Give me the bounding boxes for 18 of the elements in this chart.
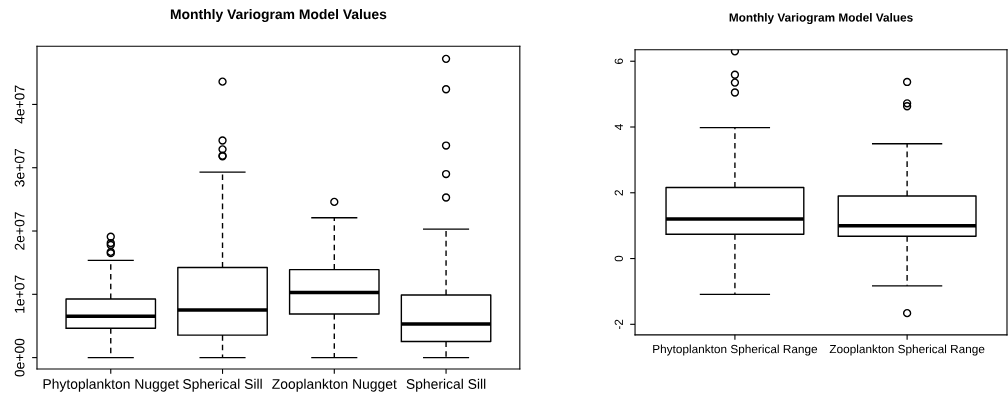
y-tick-label: 0e+00	[14, 338, 25, 377]
y-tick-label: 1e+07	[14, 275, 25, 313]
chart-title: Monthly Variogram Model Values	[729, 13, 913, 25]
y-tick-label: 0	[614, 255, 623, 262]
y-tick-label: 2	[614, 190, 623, 196]
x-tick-label: Phytoplankton Spherical Range	[653, 344, 818, 356]
x-tick-label: Phytoplankton Nugget	[43, 378, 179, 392]
x-tick-label: Spherical Sill	[183, 378, 262, 392]
chart-title: Monthly Variogram Model Values	[170, 8, 387, 22]
y-tick-label: 2e+07	[14, 212, 25, 250]
y-tick-label: -2	[614, 319, 623, 330]
x-tick-label: Spherical Sill	[406, 378, 486, 392]
x-tick-label: Zooplankton Spherical Range	[829, 344, 985, 356]
y-tick-label: 3e+07	[14, 148, 25, 187]
y-tick-label: 6	[614, 58, 623, 64]
y-tick-label: 4	[614, 124, 623, 131]
y-tick-label: 4e+07	[14, 85, 25, 124]
x-tick-label: Zooplankton Nugget	[272, 378, 397, 392]
